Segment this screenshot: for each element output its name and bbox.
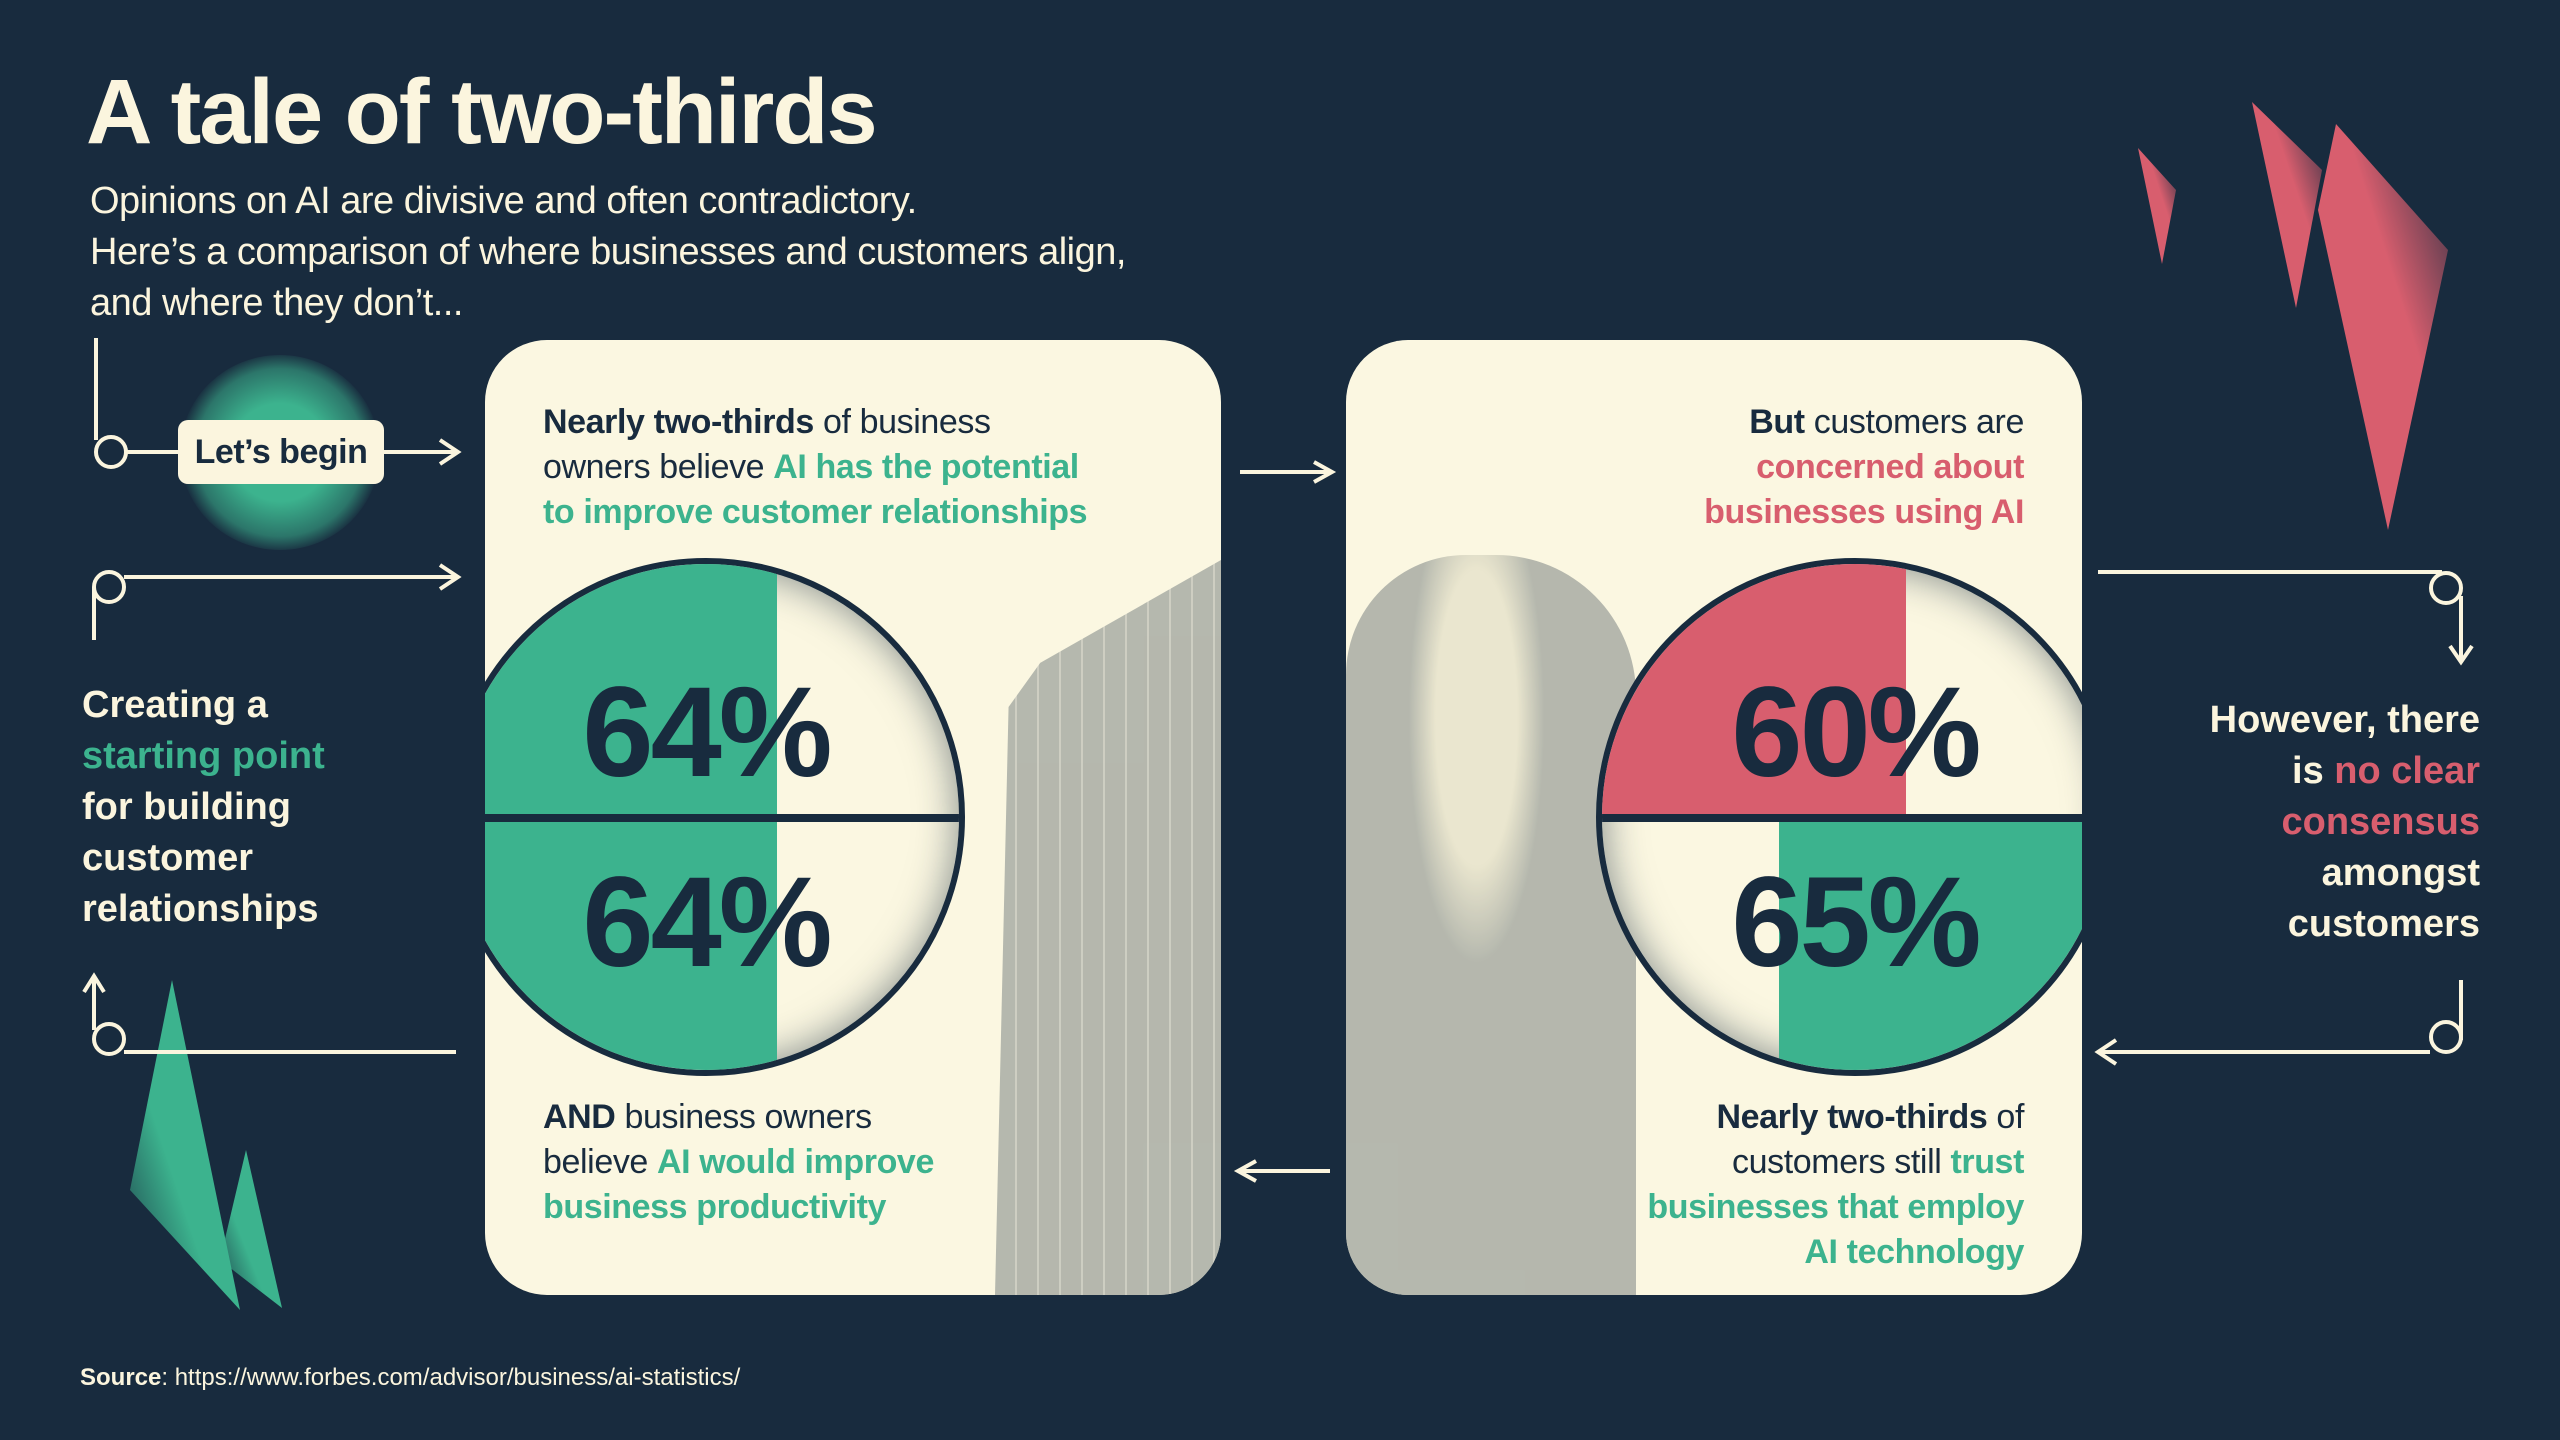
- text-plain: owners believe: [543, 448, 774, 486]
- business-circle-chart: 64% 64%: [485, 558, 965, 1076]
- business-bottom-text: AND business owners believe AI would imp…: [543, 1095, 934, 1230]
- left-note-line: relationships: [82, 888, 319, 930]
- right-note-line: However, there: [2209, 699, 2480, 741]
- text-highlight: businesses using AI: [1704, 493, 2024, 531]
- stat-bottom: 65%: [1731, 851, 1981, 994]
- right-note-line: customers: [2287, 903, 2480, 945]
- right-note: However, there is no clear consensus amo…: [2210, 695, 2480, 950]
- subtitle-line: and where they don’t...: [90, 282, 463, 324]
- text-highlight: trust: [1950, 1143, 2024, 1181]
- green-shards-decoration: [130, 980, 282, 1310]
- right-note-highlight: no clear: [2334, 750, 2480, 792]
- text-bold: But: [1749, 403, 1805, 441]
- customer-card: But customers are concerned about busine…: [1346, 340, 2082, 1295]
- text-bold: Nearly two-thirds: [543, 403, 814, 441]
- right-note-highlight: consensus: [2281, 801, 2480, 843]
- business-top-text: Nearly two-thirds of business owners bel…: [543, 400, 1088, 535]
- text-highlight: to improve customer relationships: [543, 493, 1088, 531]
- customer-circle-chart: 60% 65%: [1596, 558, 2082, 1076]
- customer-top-text: But customers are concerned about busine…: [1704, 400, 2024, 535]
- left-note-line: for building: [82, 786, 291, 828]
- chart-divider: [1602, 814, 2082, 822]
- right-note-line: is: [2292, 750, 2335, 792]
- text-bold: AND: [543, 1098, 616, 1136]
- business-card: Nearly two-thirds of business owners bel…: [485, 340, 1221, 1295]
- text-plain: believe: [543, 1143, 657, 1181]
- left-note-highlight: starting point: [82, 735, 325, 777]
- page-subtitle: Opinions on AI are divisive and often co…: [90, 176, 1126, 329]
- lets-begin-button[interactable]: Let’s begin: [178, 420, 384, 484]
- text-highlight: AI would improve: [657, 1143, 934, 1181]
- subtitle-line: Here’s a comparison of where businesses …: [90, 231, 1126, 273]
- building-photo: [995, 560, 1221, 1295]
- text-plain: customers are: [1804, 403, 2025, 441]
- source-label: Source: [80, 1364, 162, 1391]
- text-highlight: businesses that employ: [1647, 1188, 2024, 1226]
- text-highlight: AI has the potential: [773, 448, 1079, 486]
- text-highlight: business productivity: [543, 1188, 887, 1226]
- stat-top: 64%: [582, 661, 832, 804]
- text-plain: business owners: [615, 1098, 873, 1136]
- page-title: A tale of two-thirds: [86, 61, 878, 163]
- chart-fill-green: [1779, 814, 2082, 1070]
- text-bold: Nearly two-thirds: [1716, 1098, 1988, 1136]
- stat-top: 60%: [1731, 661, 1981, 804]
- left-note-line: Creating a: [82, 684, 268, 726]
- source-citation: Source: https://www.forbes.com/advisor/b…: [80, 1364, 740, 1392]
- text-highlight: AI technology: [1804, 1233, 2024, 1271]
- text-plain: customers still: [1732, 1143, 1951, 1181]
- woman-photo: [1346, 555, 1636, 1295]
- text-plain: of business: [813, 403, 991, 441]
- text-plain: of: [1987, 1098, 2024, 1136]
- chart-fill-red: [1602, 564, 1906, 814]
- customer-bottom-text: Nearly two-thirds of customers still tru…: [1647, 1095, 2024, 1275]
- text-highlight: concerned about: [1756, 448, 2024, 486]
- stat-bottom: 64%: [582, 851, 832, 994]
- red-shards-decoration: [2138, 102, 2448, 530]
- left-note-line: customer: [82, 837, 254, 879]
- subtitle-line: Opinions on AI are divisive and often co…: [90, 180, 917, 222]
- left-note: Creating a starting point for building c…: [82, 680, 325, 935]
- source-link[interactable]: : https://www.forbes.com/advisor/busines…: [161, 1364, 741, 1391]
- chart-divider: [485, 814, 959, 822]
- right-note-line: amongst: [2321, 852, 2480, 894]
